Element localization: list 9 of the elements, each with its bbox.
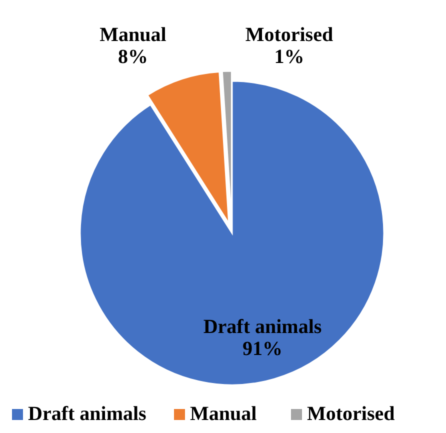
legend-label: Manual [190, 403, 258, 425]
slice-label: Motorised [245, 24, 334, 46]
slice-label: Draft animals [203, 316, 322, 338]
slice-label: Manual [100, 24, 167, 46]
legend-label: Draft animals [28, 403, 147, 425]
data-label: 91% [242, 338, 283, 360]
data-label: 1% [274, 46, 304, 68]
legend-label: Motorised [307, 403, 395, 425]
data-label: 8% [118, 46, 148, 68]
